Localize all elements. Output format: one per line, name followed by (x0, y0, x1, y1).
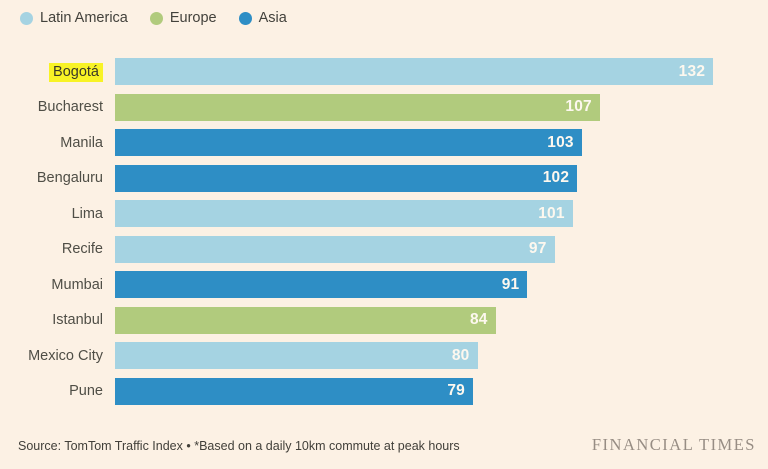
bar: 84 (115, 306, 496, 334)
bar-row: Mexico City 80 (0, 342, 768, 369)
category-label: Lima (71, 205, 103, 222)
bar: 79 (115, 377, 473, 405)
bar-track: 97 (115, 235, 768, 263)
financial-times-logo: FINANCIAL TIMES (591, 435, 756, 454)
bar-row: Recife 97 (0, 235, 768, 263)
category-label: Istanbul (52, 312, 103, 328)
legend-item-asia: Asia (238, 10, 287, 26)
bar: 97 (115, 235, 555, 263)
bar-row: Manila 103 (0, 129, 768, 156)
category-label: Bengaluru (36, 170, 103, 186)
bar-row: Bucharest 107 (0, 93, 768, 121)
legend-item-europe: Europe (149, 10, 217, 26)
legend-dot-icon (20, 11, 33, 25)
bar: 101 (115, 200, 573, 227)
bar: 80 (115, 342, 478, 369)
bar-value-label: 132 (678, 62, 706, 80)
bar-value-label: 102 (542, 169, 570, 186)
bar-track: 107 (115, 93, 768, 121)
bar-value-label: 97 (528, 240, 547, 257)
legend-dot-icon (238, 11, 252, 25)
bar-row: Pune 79 (0, 377, 768, 405)
legend-dot-icon (149, 11, 163, 25)
bar-track: 132 (115, 58, 768, 85)
category-label: Mumbai (51, 276, 103, 293)
bar-value-label: 107 (565, 98, 592, 115)
legend: Latin America Europe Asia (20, 10, 287, 26)
bar-row: Bogotá 132 (0, 58, 768, 85)
bar-track: 101 (115, 200, 768, 227)
category-label: Recife (61, 241, 103, 257)
legend-label: Asia (258, 10, 287, 26)
bar-track: 102 (115, 164, 768, 192)
category-label: Pune (69, 383, 103, 399)
bar-value-label: 80 (451, 346, 470, 364)
category-label: Mexico City (28, 347, 103, 364)
bar: 132 (115, 58, 714, 85)
bar-value-label: 101 (538, 204, 565, 222)
bar-rows: Bogotá 132 Bucharest 107 Manila 103 Bengaluru 1… (0, 58, 768, 413)
bar-track: 91 (115, 271, 768, 298)
bar-track: 84 (115, 306, 768, 334)
bar-row: Istanbul 84 (0, 306, 768, 334)
bar: 102 (115, 164, 578, 192)
bar-track: 79 (115, 377, 768, 405)
footer: Source: TomTom Traffic Index • *Based on… (0, 435, 768, 455)
category-label: Manila (60, 134, 103, 151)
bar-value-label: 79 (447, 382, 465, 399)
bar-track: 103 (115, 129, 768, 156)
bar-row: Bengaluru 102 (0, 164, 768, 192)
bar: 103 (115, 129, 582, 156)
bar-value-label: 103 (547, 133, 574, 151)
bar-row: Mumbai 91 (0, 271, 768, 298)
category-label: Bogotá (0, 62, 103, 82)
legend-item-latin-america: Latin America (20, 10, 128, 26)
bar-row: Lima 101 (0, 200, 768, 227)
bar-track: 80 (115, 342, 768, 369)
source-note: Source: TomTom Traffic Index • *Based on… (18, 439, 460, 453)
legend-label: Europe (169, 10, 217, 26)
bar: 91 (115, 271, 528, 298)
bar: 107 (115, 93, 600, 121)
bar-value-label: 84 (469, 311, 488, 328)
highlighted-category-label: Bogotá (49, 62, 103, 82)
category-label: Bucharest (37, 99, 103, 115)
legend-label: Latin America (40, 10, 128, 26)
bar-value-label: 91 (501, 275, 520, 293)
